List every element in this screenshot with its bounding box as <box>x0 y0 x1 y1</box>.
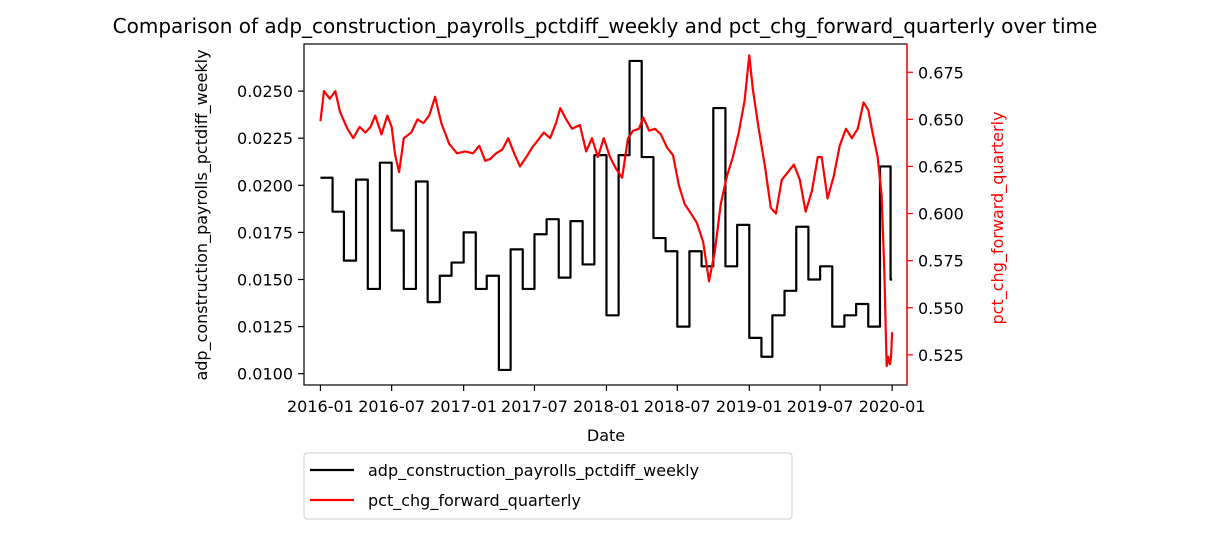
y-axis-right: 0.525 0.550 0.575 0.600 0.625 0.650 0.675 <box>906 44 964 385</box>
y-right-tick-label: 0.525 <box>918 346 964 365</box>
y-left-tick-label: 0.0200 <box>237 176 293 195</box>
y-left-tick-label: 0.0175 <box>237 223 293 242</box>
y-axis-left-label: adp_construction_payrolls_pctdiff_weekly <box>192 49 212 380</box>
x-tick-label: 2018-01 <box>573 397 640 416</box>
legend: adp_construction_payrolls_pctdiff_weekly… <box>303 452 793 520</box>
x-tick-label: 2019-07 <box>787 397 854 416</box>
y-left-tick-label: 0.0125 <box>237 318 293 337</box>
legend-label-pct: pct_chg_forward_quarterly <box>368 491 581 511</box>
y-right-tick-label: 0.550 <box>918 299 964 318</box>
x-tick-label: 2016-07 <box>358 397 425 416</box>
x-tick-label: 2020-01 <box>859 397 926 416</box>
x-tick-label: 2018-07 <box>644 397 711 416</box>
x-axis-label: Date <box>587 426 625 445</box>
chart-title: Comparison of adp_construction_payrolls_… <box>113 14 1098 38</box>
x-tick-label: 2016-01 <box>287 397 354 416</box>
y-left-tick-label: 0.0225 <box>237 129 293 148</box>
series-line-pct-chg-forward-quarterly <box>319 54 894 368</box>
series-line-adp-construction-payrolls <box>320 59 893 372</box>
series-layer <box>319 54 894 372</box>
y-left-tick-label: 0.0150 <box>237 270 293 289</box>
x-axis: 2016-01 2016-07 2017-01 2017-07 2018-01 2018-… <box>287 385 926 416</box>
y-left-tick-label: 0.0100 <box>237 365 293 384</box>
x-tick-label: 2017-07 <box>501 397 568 416</box>
x-tick-label: 2019-01 <box>716 397 783 416</box>
y-right-tick-label: 0.575 <box>918 252 964 271</box>
plot-area <box>303 43 908 386</box>
y-axis-left: 0.0100 0.0125 0.0150 0.0175 0.0200 0.0225 0.02… <box>237 82 304 384</box>
y-right-tick-label: 0.625 <box>918 157 964 176</box>
legend-label-adp: adp_construction_payrolls_pctdiff_weekly <box>368 461 699 481</box>
y-left-tick-label: 0.0250 <box>237 82 293 101</box>
legend-frame <box>303 452 793 520</box>
x-tick-label: 2017-01 <box>430 397 497 416</box>
y-axis-right-label: pct_chg_forward_quarterly <box>988 112 1008 325</box>
y-right-tick-label: 0.675 <box>918 63 964 82</box>
y-right-tick-label: 0.600 <box>918 205 964 224</box>
y-right-tick-label: 0.650 <box>918 110 964 129</box>
